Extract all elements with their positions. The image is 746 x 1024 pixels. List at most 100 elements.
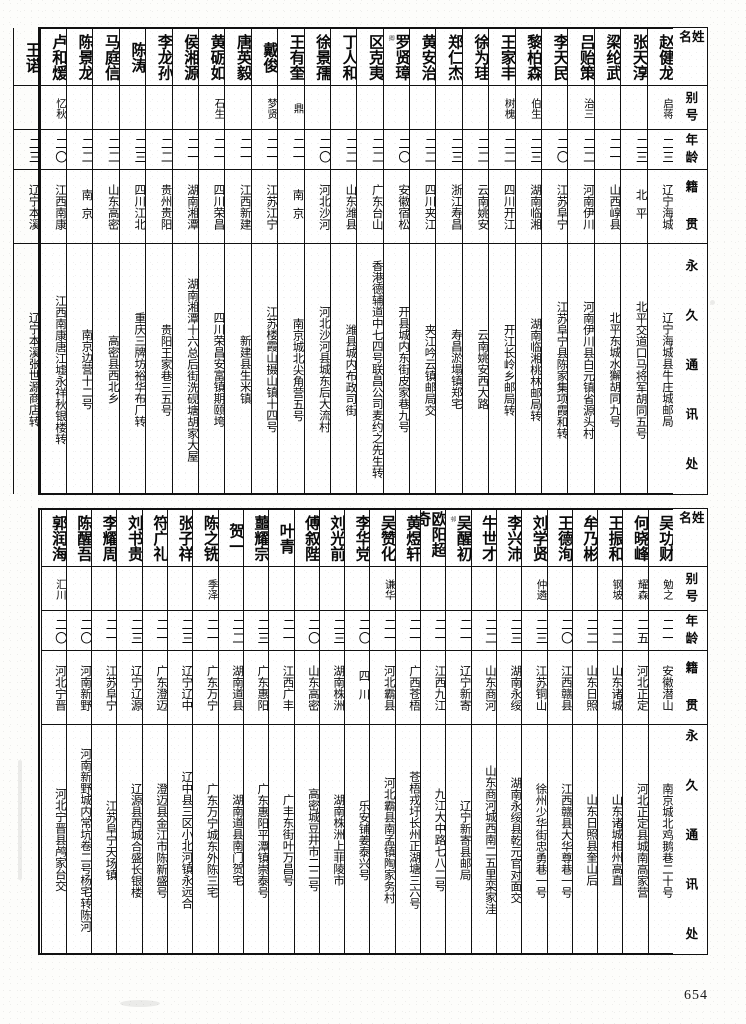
entry-name-text: 黄安治 <box>419 33 436 81</box>
directory-entry-column[interactable]: 贺一 二二 湖南道县 湖南道县南门贺宅 <box>217 509 243 954</box>
entry-name-text: 王家丰 <box>498 33 515 81</box>
entry-age-text: 二三 <box>179 617 193 645</box>
directory-entry-column[interactable]: 张子祥 二三 辽宁辽中 辽中县三区小北河镇永远合 <box>167 509 193 954</box>
entry-address-text: 辽宁新寄县邮局 <box>458 799 471 881</box>
directory-entry-column[interactable]: 刘光前 二三 湖南株洲 湖南株洲上菲陵市 <box>318 509 345 954</box>
directory-entry-column[interactable]: 区克夷 二二 广东台山 香港德辅道中七四号联昌公司麦约之先生转 <box>356 28 383 494</box>
directory-entry-column[interactable]: 郑仁杰 二三 浙江寿昌 寿昌淤塌镇郑宅 <box>435 28 462 494</box>
directory-entry-column[interactable]: 李华党 二〇 四川 乐安铺姜泰兴号 <box>344 509 370 954</box>
directory-entry-column[interactable]: 蘁耀宗 二三 广东惠阳 广东惠阳平潭镇崇泰号 <box>242 509 269 954</box>
directory-entry-column[interactable]: 陈景龙 二二 南京 南京边营十二号 <box>66 28 93 494</box>
entry-alias <box>621 86 647 130</box>
entry-address-text: 辽宁本溪张世源商店转 <box>27 312 40 427</box>
directory-entry-column[interactable]: 马庭信 二二 山东高密 高密县西北乡 <box>92 28 119 494</box>
entry-native-place: 湖南道县 <box>218 651 243 725</box>
entry-age-text: 二二 <box>475 136 489 164</box>
directory-entry-column[interactable]: 陈涛 二三 四川江北 重庆三牌坊裕华布厂转 <box>118 28 146 494</box>
entry-name: 王振和 <box>598 509 623 567</box>
entry-age-text: 二二 <box>105 136 119 164</box>
entry-age: 二五 <box>623 611 648 651</box>
entry-address-text: 山东商河城西南二五里栾家洼 <box>483 765 496 915</box>
entry-age: 二〇 <box>66 611 92 651</box>
entry-native-place-text: 江苏阜宁 <box>104 665 117 711</box>
entry-name-text: 傅叙陛 <box>302 514 319 562</box>
directory-entry-column[interactable]: 吴赞化 谦华 二一 河北霸县 河北霸县南孟镇陶家务村 <box>369 509 395 954</box>
directory-entry-column[interactable]: 侯湘源 二一 湖南湘潭 湖南湘潭十六总后街洗砚塘胡家大屋 <box>171 28 198 494</box>
directory-entry-column[interactable]: 欧阳超奇 二一 江西九江 九江大中路七八二号 <box>420 509 446 954</box>
entry-alias <box>168 567 193 611</box>
directory-entry-column[interactable]: 李天民 二〇 江苏阜宁 江苏阜宁县陈家集项霞和转 <box>541 28 568 494</box>
directory-entry-column[interactable]: 罗贤璋卿二〇 安徽宿松 开县城内东街皮家巷九号 <box>382 28 410 494</box>
directory-entry-column[interactable]: 牟乃彬 二二 山东日照 山东日照县奎山后 <box>571 509 598 954</box>
directory-entry-column[interactable]: 刘书贵 二三 辽宁辽源 辽源县西城合盛长银楼 <box>116 509 142 954</box>
directory-entry-column[interactable]: 黄煜轩 二一 广西苍梧 苍梧戎圩长州正湖塘三六号 <box>394 509 421 954</box>
directory-entry-column[interactable]: 戴俊 梦贤 二一 江苏江宁 江苏楼霞山摄山镇十四号 <box>250 28 278 494</box>
entry-address-text: 辽中县三区小北河镇永远合 <box>180 771 193 909</box>
entry-native-place: 广东澄迈 <box>142 651 168 725</box>
entry-name-text: 梁纶武 <box>604 33 621 81</box>
directory-entry-column[interactable]: 王振和 钢坡 二二 山东诸城 山东诸城相州高直 <box>597 509 623 954</box>
entry-native-place-text: 江西南康 <box>54 184 67 230</box>
directory-entry-column[interactable]: 王诺 二三 辽宁本溪 辽宁本溪张世源商店转 <box>13 28 40 494</box>
entry-age-text: 二三 <box>132 136 146 164</box>
directory-entry-column[interactable]: 梁纶武 二一 山西崞县 北平东城水獬胡同九号 <box>593 28 621 494</box>
entry-age-text: 二一 <box>432 617 446 645</box>
entry-native-place: 河南新野 <box>66 651 92 725</box>
entry-native-place-text: 浙江寿昌 <box>449 184 462 230</box>
entry-name-text: 蘁耀宗 <box>252 514 269 562</box>
entry-name: 王诺 <box>14 28 40 86</box>
directory-entry-column[interactable]: 王德洵 二〇 江西赣县 江西赣县大华尊巷一号 <box>546 509 572 954</box>
directory-entry-column[interactable]: 李兴沛 二三 湖南永绥 湖南永绥县乾元官对面交 <box>495 509 522 954</box>
entry-name: 罗贤璋卿 <box>383 28 410 86</box>
directory-entry-column[interactable]: 张天淳 二三 北平 北平交道口马将军胡同五号 <box>620 28 647 494</box>
entry-native-place-text: 河北宁晋 <box>53 665 66 711</box>
directory-entry-column[interactable]: 郭润海 汇川 二〇 河北宁晋 河北宁晋县鸬家台交 <box>40 509 66 954</box>
directory-entry-column[interactable]: 黎柏森 伯生 二三 湖南临湘 湖南临湘桃林邮局转 <box>514 28 542 494</box>
entry-native-place-text: 江西广丰 <box>281 665 294 711</box>
directory-entry-column[interactable]: 李耀周 二一 江苏阜宁 江苏阜宁天场镇 <box>91 509 117 954</box>
directory-entry-column[interactable]: 吴功财 勉之 二一 安徽潜山 南京城北鸡鹅巷二十号 <box>647 509 673 954</box>
entry-address: 山东日照县奎山后 <box>573 725 597 954</box>
directory-entry-column[interactable]: 黄安治 二二 四川夹江 夹江吟云镇邮局交 <box>409 28 436 494</box>
header-cell-name: 姓 名 <box>673 509 707 567</box>
entry-address-text: 广丰东街叶万昌号 <box>281 794 294 886</box>
directory-entry-column[interactable]: 李龙孙 二二 贵州贵阳 贵阳王家巷三五号 <box>145 28 172 494</box>
directory-entry-column[interactable]: 卢和煖 忆秋 二〇 江西南康 江西南康唐江墟永祥秋银楼转 <box>39 28 67 494</box>
directory-entry-column[interactable]: 何晓峰 耀森 二五 河北正定 河北正定县城南高家营 <box>622 509 648 954</box>
entry-age-text: 二一 <box>264 136 278 164</box>
entry-alias <box>66 567 92 611</box>
entry-native-place-text: 北平 <box>634 188 647 226</box>
entry-address-text: 香港德辅道中七四号联昌公司麦约之先生转 <box>370 260 383 479</box>
entry-address: 高密城豆井市二二号 <box>295 725 319 954</box>
directory-entry-column[interactable]: 王有奎鼎二一 南京 南京城北尖角营五号 <box>277 28 304 494</box>
directory-entry-column[interactable]: 赵健龙 启蒋 二三 辽宁海城 辽宁海城县牛庄城邮局 <box>646 28 673 494</box>
directory-entry-column[interactable]: 徐为珪 二二 云南姚安 云南姚安西大路 <box>461 28 489 494</box>
directory-entry-column[interactable]: 牛世才 二二 山东商河 山东商河城西南二五里栾家洼 <box>470 509 496 954</box>
directory-entry-column[interactable]: 唐英毅 二一 江西新建 新建县生米镇 <box>224 28 251 494</box>
directory-entry-column[interactable]: 丁人和 二二 山东潍县 潍县城内布政司街 <box>329 28 357 494</box>
entry-alias <box>410 86 436 130</box>
directory-entry-column[interactable]: 陈醒吾 二〇 河南新野 河南新野城内常坑卷二号杨宅转陈河 <box>65 509 92 954</box>
directory-entry-column[interactable]: 吴醒初邨二一 辽宁新寄 辽宁新寄县邮局 <box>445 509 471 954</box>
entry-native-place-text: 南京 <box>80 188 93 226</box>
directory-entry-column[interactable]: 王家丰 树槐 二二 四川开江 开江长岭乡邮局转 <box>488 28 515 494</box>
entry-alias <box>345 567 370 611</box>
directory-entry-column[interactable]: 陈之铣 季泽 二一 广东万宁 广东万宁城东外陈三宅 <box>192 509 218 954</box>
directory-entry-column[interactable]: 傅叙陛 二〇 山东高密 高密城豆井市二二号 <box>293 509 319 954</box>
entry-native-place-text: 四川 <box>357 669 370 707</box>
entry-age-text: 二三 <box>255 617 269 645</box>
entry-age: 二三 <box>168 611 193 651</box>
entry-age: 二一 <box>269 611 294 651</box>
directory-entry-column[interactable]: 徐景孺 二〇 河北沙河 河北沙河县城东后大流村 <box>303 28 330 494</box>
entry-age-text: 二三 <box>533 617 547 645</box>
entry-native-place-text: 广东澄迈 <box>155 665 168 711</box>
directory-entry-column[interactable]: 符广礼 二一 广东澄迈 澄迈县金江市陈新盛号 <box>141 509 168 954</box>
entry-alias-text: 耀森 <box>636 578 648 600</box>
entry-alias <box>446 567 471 611</box>
entry-name-text: 李耀周 <box>100 514 117 562</box>
directory-entry-column[interactable]: 吕贻策 治三 二二 河南伊川 河南伊川县白元镇省源头村 <box>567 28 594 494</box>
directory-entry-column[interactable]: 叶青 二一 江西广丰 广丰东街叶万昌号 <box>268 509 294 954</box>
directory-entry-column[interactable]: 刘学贤 仲遴 二三 江苏铜山 徐州少华街忠勇巷一号 <box>521 509 547 954</box>
entry-native-place: 广东万宁 <box>193 651 218 725</box>
directory-entry-column[interactable]: 黄砺如 石生 二一 四川荣昌 四川荣昌安富镇期颐垮 <box>197 28 225 494</box>
